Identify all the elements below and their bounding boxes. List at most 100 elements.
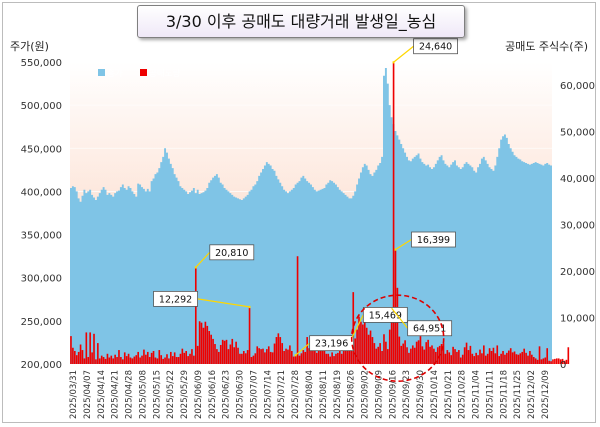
left-axis-ticks: 550,000 500,000 450,000 400,000 350,000 300,0… xyxy=(21,58,62,371)
short-bar xyxy=(102,357,105,364)
short-bar xyxy=(413,347,416,364)
short-bar xyxy=(325,353,328,364)
short-bar xyxy=(95,359,97,364)
short-bar xyxy=(221,339,224,364)
short-bar xyxy=(331,352,333,364)
short-bar xyxy=(162,358,164,364)
short-bar xyxy=(279,337,282,364)
x-tick-label: 2025/05/29 xyxy=(180,370,190,419)
short-bar xyxy=(450,355,452,364)
short-bar xyxy=(548,360,550,364)
x-tick-label: 2025/11/25 xyxy=(513,370,523,419)
short-bar xyxy=(367,334,370,364)
short-bar xyxy=(531,354,533,364)
short-bar xyxy=(490,350,493,364)
short-bar xyxy=(373,343,376,364)
x-tick-label: 2025/04/07 xyxy=(83,370,93,419)
short-bar xyxy=(381,350,383,364)
short-bar xyxy=(532,357,535,364)
short-bar xyxy=(498,356,501,364)
annotation-leader xyxy=(391,307,409,329)
short-bar xyxy=(296,256,299,364)
legend: 종가 공매도량 xyxy=(98,68,180,79)
left-tick-label: 550,000 xyxy=(21,58,62,69)
annotation-label: 20,810 xyxy=(215,248,248,259)
short-bar xyxy=(168,358,170,364)
short-bar xyxy=(194,267,197,364)
x-tick-label: 2025/03/31 xyxy=(69,370,79,419)
short-bar xyxy=(269,351,272,364)
short-bar xyxy=(314,347,316,364)
short-bar xyxy=(312,345,314,364)
short-bar xyxy=(246,350,249,364)
x-tick-label: 2025/09/02 xyxy=(361,370,371,419)
short-bar xyxy=(390,308,393,364)
short-bar xyxy=(504,354,506,364)
short-bar xyxy=(459,357,462,364)
short-bar xyxy=(362,324,364,364)
short-bar xyxy=(298,355,301,364)
legend-label-short: 공매도량 xyxy=(149,68,180,79)
right-tick-label: 60,000 xyxy=(560,81,595,92)
short-bar xyxy=(275,337,278,364)
short-bar xyxy=(419,336,422,364)
annotation-label: 16,399 xyxy=(417,235,450,246)
short-bar xyxy=(557,358,560,364)
short-bar xyxy=(302,350,305,364)
short-bar xyxy=(164,357,166,364)
short-bar xyxy=(479,349,481,364)
annotation-leader xyxy=(197,298,250,308)
short-bar xyxy=(212,338,214,364)
short-bar xyxy=(216,349,218,364)
short-bar xyxy=(502,350,504,364)
short-bar xyxy=(511,352,514,364)
left-axis-label: 주가(원) xyxy=(10,40,49,53)
short-bar xyxy=(262,348,264,364)
x-tick-label: 2025/10/28 xyxy=(458,370,468,419)
short-bar xyxy=(352,292,355,364)
right-tick-label: 0 xyxy=(560,360,566,371)
short-bar xyxy=(469,345,472,364)
short-bar xyxy=(181,348,184,364)
short-bar xyxy=(513,351,516,364)
short-bar xyxy=(411,345,414,364)
short-bar xyxy=(185,350,187,364)
short-bar xyxy=(208,331,211,364)
short-bar xyxy=(202,327,205,364)
short-bar xyxy=(408,352,410,364)
short-bar xyxy=(567,347,570,364)
short-bar xyxy=(123,352,126,364)
left-tick-label: 250,000 xyxy=(21,317,62,328)
short-bar xyxy=(375,348,378,364)
short-bar xyxy=(546,348,549,364)
short-bar xyxy=(191,349,193,364)
short-bar xyxy=(492,347,495,364)
short-bar xyxy=(85,332,88,364)
short-bar xyxy=(329,356,332,364)
annotation-leader xyxy=(393,45,414,63)
short-bar xyxy=(250,357,253,364)
short-bar xyxy=(542,358,545,364)
x-tick-label: 2025/09/16 xyxy=(388,370,398,419)
short-bar xyxy=(392,62,395,364)
x-tick-label: 2025/06/23 xyxy=(222,370,232,419)
legend-swatch-close xyxy=(98,69,105,76)
short-bar xyxy=(344,350,347,364)
short-bar xyxy=(442,343,445,364)
annotation-leader xyxy=(395,239,412,251)
short-bar xyxy=(300,353,303,364)
short-bar xyxy=(129,357,132,364)
short-bar xyxy=(483,345,485,364)
short-bar xyxy=(519,353,522,364)
short-bar xyxy=(356,329,358,364)
x-tick-label: 2025/09/09 xyxy=(374,370,384,419)
short-bar xyxy=(423,349,426,364)
short-bar xyxy=(421,346,424,364)
short-bar xyxy=(306,337,308,364)
short-bar xyxy=(166,354,168,364)
short-bar xyxy=(231,338,234,364)
highlight-circle xyxy=(350,294,445,383)
short-bar xyxy=(475,352,477,364)
short-bar xyxy=(179,353,182,364)
x-tick-label: 2025/08/26 xyxy=(347,370,357,419)
